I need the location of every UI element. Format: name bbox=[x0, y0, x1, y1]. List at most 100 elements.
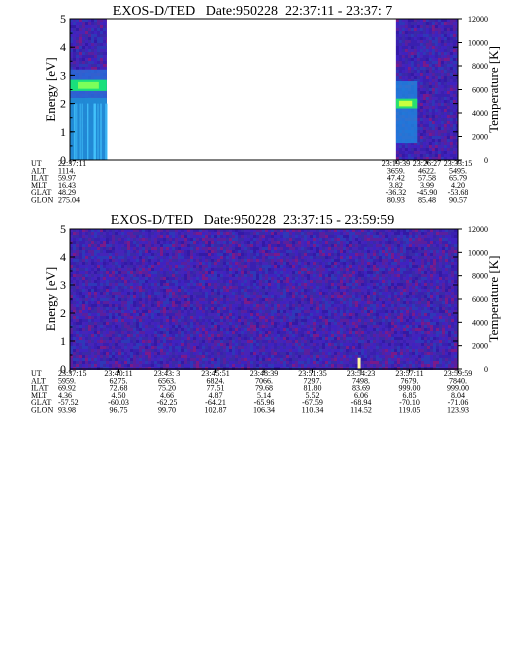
p1-table-cell: 65.79 bbox=[449, 174, 467, 183]
p2-table-cell: 23:40:11 bbox=[104, 369, 132, 378]
p2-table-cell: 23:37:15 bbox=[58, 369, 86, 378]
p1-table-cell: 3.99 bbox=[420, 181, 434, 190]
p2-table-cell: 6563. bbox=[158, 376, 176, 385]
p2-ytick-label: 1 bbox=[60, 334, 66, 348]
p1-table-cell: 5495. bbox=[449, 166, 467, 175]
p2-table-cell: -65.96 bbox=[254, 398, 275, 407]
p2-table-cell: 23:48:39 bbox=[250, 369, 278, 378]
p1-table-cell: 16.43 bbox=[58, 181, 76, 190]
p1-rtick-label: 0 bbox=[484, 156, 488, 165]
p2-table-cell: -67.59 bbox=[302, 398, 323, 407]
p2-table-cell: 102.87 bbox=[205, 406, 227, 415]
p2-rtick-label: 12000 bbox=[468, 225, 488, 234]
p2-table-cell: 7066. bbox=[255, 376, 273, 385]
p1-table-cell: 57.58 bbox=[418, 174, 436, 183]
p1-table-cell: 1114. bbox=[58, 166, 75, 175]
p1-table-row-label: GLON bbox=[31, 196, 53, 205]
p1-ytick-label: 4 bbox=[60, 40, 66, 54]
p2-ytick-label: 3 bbox=[60, 278, 66, 292]
p2-rtick-label: 0 bbox=[484, 365, 488, 374]
p2-table-row-label: GLAT bbox=[31, 398, 52, 407]
p2-ytick-label: 5 bbox=[60, 222, 66, 236]
p2-rtick-label: 8000 bbox=[472, 272, 488, 281]
p2-table-cell: -64.21 bbox=[205, 398, 226, 407]
p1-rtick-label: 4000 bbox=[472, 109, 488, 118]
p1-table-cell: 48.29 bbox=[58, 188, 76, 197]
p2-table-cell: 119.05 bbox=[399, 406, 421, 415]
p2-table-cell: 7679. bbox=[401, 376, 419, 385]
p2-table-row-label: ILAT bbox=[31, 384, 48, 393]
p2-table-cell: -62.25 bbox=[157, 398, 178, 407]
p2-ephemeris-table: UTALTILATMLTGLATGLON23:37:155959.69.924.… bbox=[31, 369, 472, 415]
p1-table-cell: 80.93 bbox=[387, 196, 405, 205]
p1-table-cell: 3.82 bbox=[389, 181, 403, 190]
p2-table-cell: 106.34 bbox=[253, 406, 275, 415]
panel-2-title: EXOS-D/TED Date:950228 23:37:15 - 23:59:… bbox=[110, 213, 395, 228]
p2-table-cell: 7840. bbox=[449, 376, 467, 385]
p2-table-cell: 4.50 bbox=[112, 391, 126, 400]
p2-table-cell: 75.20 bbox=[158, 384, 176, 393]
p2-table-cell: 4.66 bbox=[160, 391, 174, 400]
p1-table-cell: -45.90 bbox=[417, 188, 438, 197]
p2-table-cell: 83.69 bbox=[352, 384, 370, 393]
p1-table-cell: 90.57 bbox=[449, 196, 467, 205]
p2-table-cell: 999.00 bbox=[399, 384, 421, 393]
p2-table-cell: 114.52 bbox=[350, 406, 372, 415]
p1-table-cell: 4.20 bbox=[451, 181, 465, 190]
p1-rtick-label: 2000 bbox=[472, 133, 488, 142]
p1-ytick-label: 3 bbox=[60, 68, 66, 82]
p2-table-cell: -57.52 bbox=[58, 398, 79, 407]
p2-table-cell: 96.75 bbox=[110, 406, 128, 415]
p1-ytick-label: 1 bbox=[60, 125, 66, 139]
p1-table-cell: 85.48 bbox=[418, 196, 436, 205]
p1-rtick-label: 10000 bbox=[468, 39, 488, 48]
p2-table-cell: 5959. bbox=[58, 376, 76, 385]
p2-rtick-label: 10000 bbox=[468, 248, 488, 257]
p2-table-cell: 23:59:59 bbox=[444, 369, 472, 378]
p2-table-cell: 23:51:35 bbox=[298, 369, 326, 378]
p2-ytick-label: 4 bbox=[60, 250, 66, 264]
p1-ytick-label: 0 bbox=[60, 153, 66, 167]
p2-table-cell: 23:45:51 bbox=[201, 369, 229, 378]
p1-ytick-label: 5 bbox=[60, 12, 66, 26]
p2-bright-feature bbox=[357, 357, 361, 369]
p2-table-cell: 999.00 bbox=[447, 384, 469, 393]
p2-table-cell: 77.51 bbox=[207, 384, 225, 393]
p2-table-cell: -71.06 bbox=[448, 398, 469, 407]
p1-rtick-label: 8000 bbox=[472, 62, 488, 71]
p1-table-cell: 22:37:11 bbox=[58, 159, 86, 168]
p2-table-cell: 4.87 bbox=[209, 391, 223, 400]
p2-table-row-label: UT bbox=[31, 369, 42, 378]
p2-table-cell: 93.98 bbox=[58, 406, 76, 415]
p2-table-cell: 81.80 bbox=[304, 384, 322, 393]
p2-data-segment bbox=[70, 229, 458, 370]
p1-table-cell: 47.42 bbox=[387, 174, 405, 183]
panel-1-title: EXOS-D/TED Date:950228 22:37:11 - 23:37:… bbox=[112, 4, 393, 19]
p2-table-cell: 123.93 bbox=[447, 406, 469, 415]
p2-table-row-label: MLT bbox=[31, 391, 47, 400]
p2-ytick-label: 0 bbox=[60, 362, 66, 376]
p1-table-cell: 59.97 bbox=[58, 174, 76, 183]
p1-bright-feature bbox=[395, 81, 418, 144]
p2-ylabel: Energy [eV] bbox=[43, 267, 58, 331]
p2-table-cell: 8.04 bbox=[451, 391, 465, 400]
p2-ylabel-right: Temperature [K] bbox=[486, 256, 501, 343]
p2-table-cell: -70.10 bbox=[399, 398, 420, 407]
p1-table-row-label: GLAT bbox=[31, 188, 52, 197]
p2-table-cell: 23:54:23 bbox=[347, 369, 375, 378]
p1-table-cell: 3659. bbox=[387, 166, 405, 175]
p1-plot: 0 1 2 3 4 5 0 2000 4000 6000 8000 10000 12000 Energy … bbox=[43, 12, 501, 167]
p2-plot: 0 1 2 3 4 5 0 2000 4000 6000 8000 10000 12000 Energy … bbox=[43, 222, 501, 376]
p2-table-cell: 4.36 bbox=[58, 391, 72, 400]
p2-table-cell: 7297. bbox=[304, 376, 322, 385]
p2-table-cell: 110.34 bbox=[302, 406, 324, 415]
p1-table-cell: 23:33:15 bbox=[444, 159, 472, 168]
p1-ylabel: Energy [eV] bbox=[43, 57, 58, 121]
p2-table-row-label: GLON bbox=[31, 406, 53, 415]
p1-rtick-label: 6000 bbox=[472, 86, 488, 95]
p2-table-cell: 69.92 bbox=[58, 384, 76, 393]
p2-table-cell: 99.70 bbox=[158, 406, 176, 415]
p2-table-cell: 23:43: 3 bbox=[154, 369, 180, 378]
p1-table-cell: 4622. bbox=[418, 166, 436, 175]
p1-table-cell: -36.32 bbox=[386, 188, 407, 197]
